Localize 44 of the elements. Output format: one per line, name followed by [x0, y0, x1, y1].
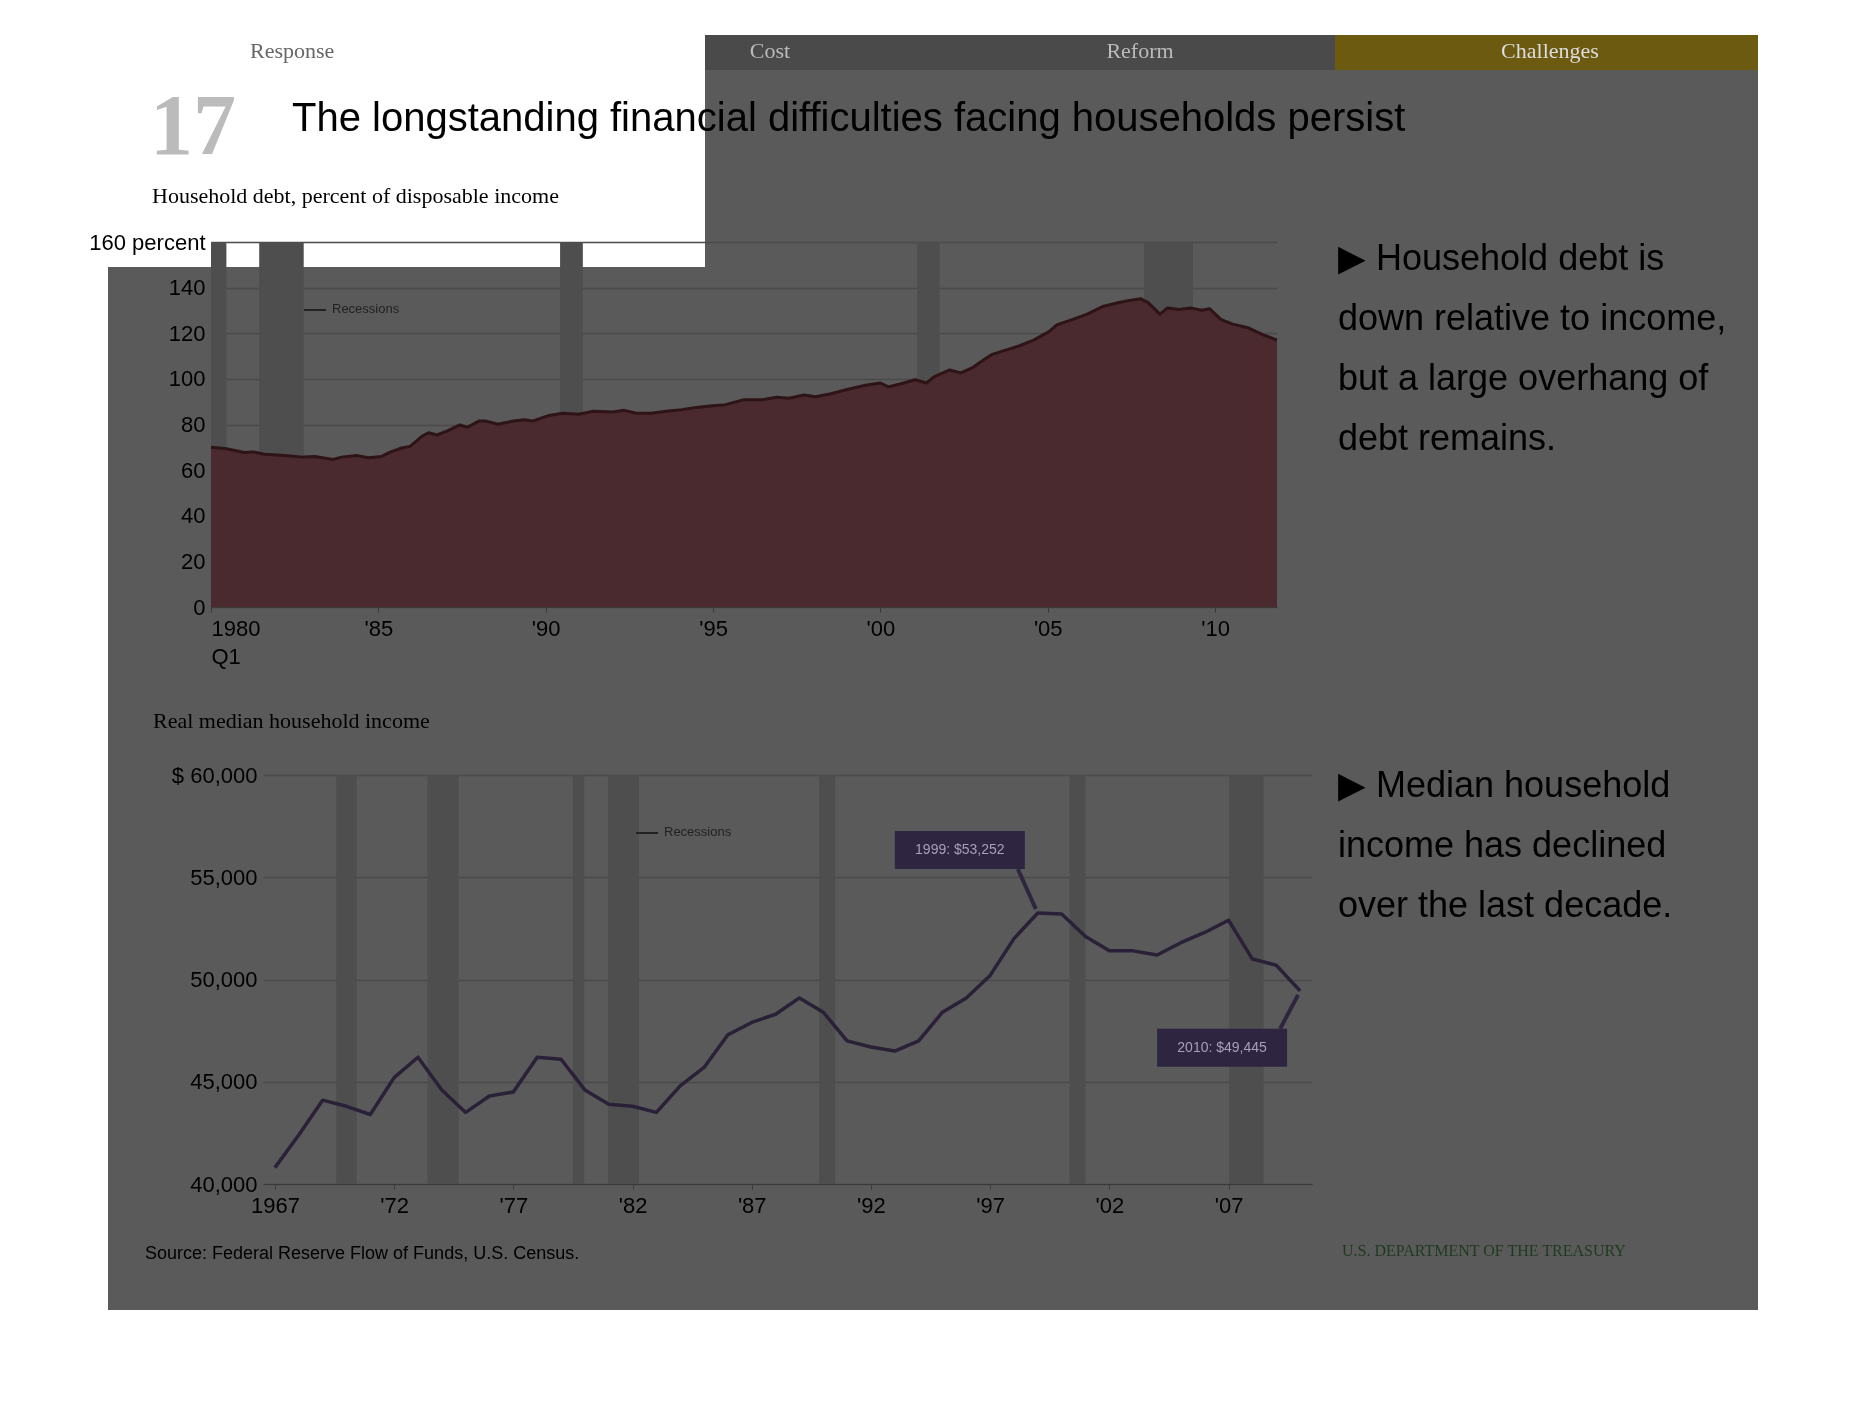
chart-title: Real median household income	[153, 708, 430, 734]
x-tick-label: '85	[364, 615, 394, 641]
y-tick-label: $ 60,000	[171, 762, 258, 788]
annotation: 2010: $49,445	[1177, 1038, 1268, 1055]
y-tick-label: 80	[181, 412, 206, 437]
y-tick-label: 20	[181, 548, 206, 574]
y-tick-label: 100	[168, 366, 206, 392]
text: 17	[150, 76, 236, 175]
y-tick-label: 0	[193, 594, 206, 620]
annotation: Recessions	[331, 301, 400, 316]
x-tick-label: '82	[618, 1192, 648, 1218]
x-tick-label: '77	[499, 1192, 529, 1218]
text: ▶ Median household income has declined over the last decade.	[1338, 763, 1674, 927]
source-note: Source: Federal Reserve Flow of Funds, U.S. Census.	[145, 1243, 580, 1264]
x-tick-label: '90	[531, 615, 561, 641]
x-tick-label: '87	[737, 1192, 767, 1218]
y-tick-label: 160 percent	[89, 229, 206, 255]
x-tick-label: '97	[976, 1192, 1005, 1218]
x-tick-label: '00	[866, 615, 896, 641]
y-tick-label: 50,000	[190, 967, 258, 992]
text: Cost	[748, 38, 792, 64]
x-tick-label: '07	[1214, 1192, 1244, 1218]
text: Reform	[1105, 38, 1175, 64]
text: U.S. DEPARTMENT OF THE TREASURY	[1342, 1242, 1626, 1260]
x-tick-label: '02	[1095, 1192, 1125, 1218]
x-tick-label: '10	[1201, 615, 1230, 641]
x-tick-label: '95	[699, 615, 728, 641]
annotation: Recessions	[663, 824, 732, 839]
y-tick-label: 120	[168, 320, 206, 346]
annotation: 1999: $53,252	[915, 841, 1005, 857]
y-tick-label: 140	[168, 275, 206, 301]
line-series	[273, 911, 1302, 1170]
x-tick-label: '72	[380, 1192, 409, 1218]
y-tick-label: 55,000	[190, 864, 258, 890]
chart-subtitle: Household debt, percent of disposable income	[152, 183, 559, 209]
x-tick-label: '05	[1033, 615, 1063, 641]
y-tick-label: 40	[181, 503, 206, 529]
y-tick-label: 60	[181, 457, 206, 483]
text: Challenges	[1500, 38, 1600, 64]
x-tick-label: '92	[857, 1192, 886, 1218]
text: Response	[250, 38, 335, 64]
text: ▶ Household debt is down relative to income, but a large overhang of debt remains.	[1338, 236, 1728, 460]
y-tick-label: 45,000	[190, 1069, 258, 1095]
x-tick-label: 1980 Q1	[211, 615, 261, 669]
